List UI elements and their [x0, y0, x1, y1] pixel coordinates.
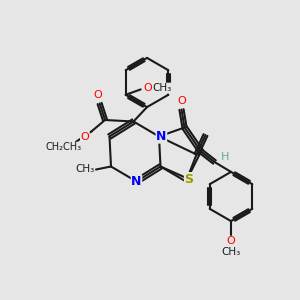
Text: N: N [156, 130, 167, 143]
Text: CH₃: CH₃ [75, 164, 94, 175]
Text: O: O [94, 90, 103, 100]
Text: CH₂CH₃: CH₂CH₃ [45, 142, 81, 152]
Text: S: S [184, 172, 194, 186]
Text: O: O [144, 83, 153, 93]
Text: O: O [80, 132, 89, 142]
Text: CH₃: CH₃ [221, 247, 241, 257]
Text: CH₃: CH₃ [153, 83, 172, 93]
Text: O: O [226, 236, 236, 247]
Text: H: H [221, 152, 229, 163]
Text: O: O [177, 96, 186, 106]
Text: N: N [131, 175, 142, 188]
